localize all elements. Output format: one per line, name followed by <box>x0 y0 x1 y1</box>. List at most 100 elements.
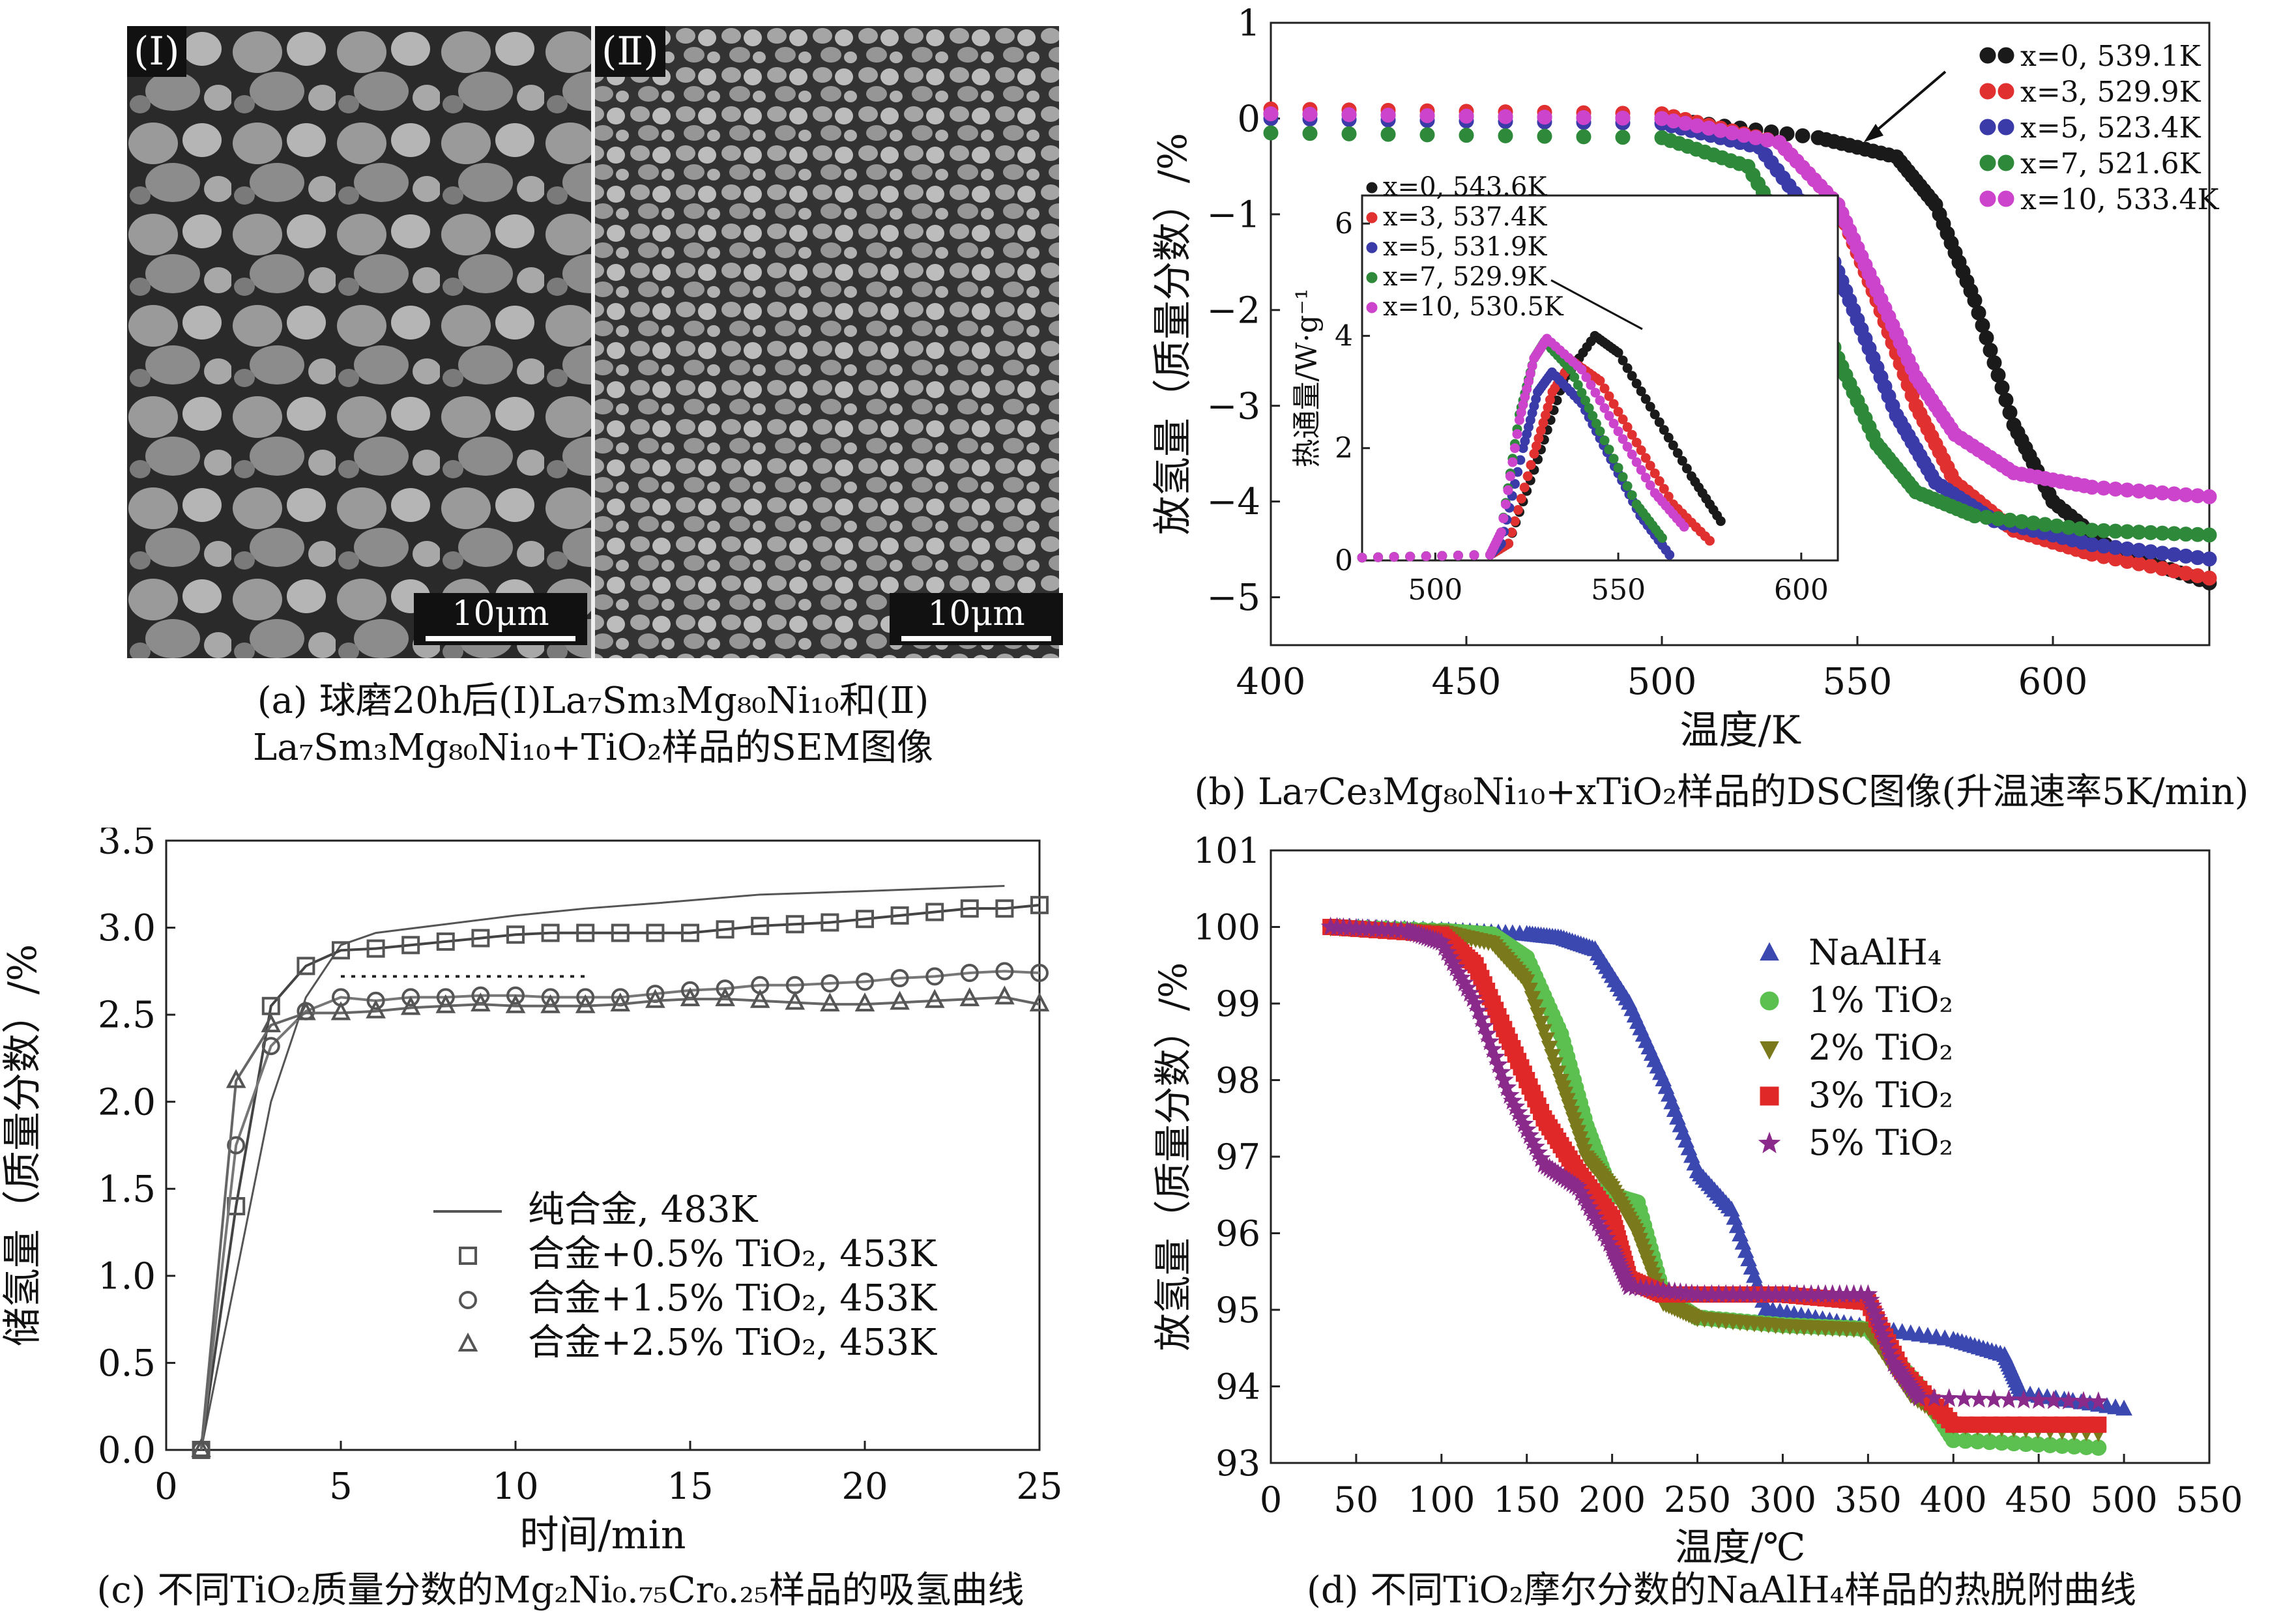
b-inset-point <box>1679 521 1689 532</box>
b-inset-point <box>1645 401 1655 412</box>
b-point <box>1615 130 1631 145</box>
d-point <box>1485 1047 1505 1066</box>
c-legend-label: 纯合金, 483K <box>528 1189 758 1231</box>
b-ytick-label: 0 <box>1237 98 1260 141</box>
b-xlabel: 温度/K <box>1679 708 1801 753</box>
b-legend: x=0, 539.1Kx=3, 529.9Kx=5, 523.4Kx=7, 52… <box>1979 40 2220 216</box>
b-legend-marker <box>1979 83 1996 100</box>
b-inset-point <box>1608 399 1619 409</box>
b-inset-point <box>1595 426 1605 437</box>
b-legend-label: x=3, 529.9K <box>2020 76 2202 109</box>
b-inset-point <box>1389 552 1399 562</box>
d-point <box>1497 1077 1517 1097</box>
c-point <box>576 923 595 942</box>
panel-a-sem: (Ⅰ) (Ⅱ) 10μm 10μm <box>127 26 1063 658</box>
d-point <box>1549 1065 1567 1082</box>
b-inset-point <box>1631 457 1642 467</box>
d-ytick-label: 95 <box>1215 1290 1260 1331</box>
b-point <box>1380 108 1396 123</box>
caption-b: (b) La₇Ce₃Mg₈₀Ni₁₀+xTiO₂样品的DSC图像(升温速率5K/… <box>1194 771 2249 813</box>
b-point <box>1419 108 1435 124</box>
b-inset-ytick-label: 6 <box>1335 207 1353 240</box>
b-inset-point <box>1586 380 1596 390</box>
b-ytick-label: −3 <box>1206 385 1260 427</box>
c-point <box>680 987 701 1007</box>
d-point <box>1477 1024 1497 1043</box>
b-point <box>1419 127 1435 143</box>
c-ytick-label: 3.0 <box>98 907 156 949</box>
b-inset-point <box>1618 414 1628 425</box>
d-ytick-label: 100 <box>1193 906 1260 947</box>
b-inset-point <box>1516 493 1526 504</box>
chart-b-dsc: 400 450 500 550 600 1 0 −1 −2 −3 −4 −5 温度/K 放氢量（质量分数）… <box>1150 3 2220 753</box>
b-inset-point <box>1649 468 1660 478</box>
b-inset-point <box>1631 437 1642 448</box>
b-point <box>1994 380 2010 396</box>
c-ytick-label: 1.0 <box>98 1255 156 1297</box>
b-inset-point <box>1405 551 1416 562</box>
d-ytick-label: 99 <box>1215 983 1260 1024</box>
c-ytick-label: 0.0 <box>98 1430 156 1472</box>
b-legend-marker <box>1979 190 1996 207</box>
c-ytick-label: 0.5 <box>98 1342 156 1385</box>
c-xtick-label: 20 <box>841 1466 888 1508</box>
d-point <box>2090 1416 2107 1433</box>
d-point <box>1471 1008 1491 1028</box>
b-xtick-label: 500 <box>1627 661 1697 703</box>
b-ytick-label: −5 <box>1206 577 1260 619</box>
b-ytick-label: −4 <box>1206 481 1260 523</box>
b-point <box>1998 392 2014 408</box>
d-point <box>1535 1024 1552 1040</box>
d-xtick-label: 100 <box>1408 1479 1475 1520</box>
c-ytick-label: 1.5 <box>98 1168 156 1211</box>
c-legend-label: 合金+2.5% TiO₂, 453K <box>528 1322 937 1364</box>
b-point <box>1979 330 1994 345</box>
b-inset-point <box>1645 461 1655 471</box>
b-inset-point <box>1636 386 1646 396</box>
b-inset-point <box>1498 513 1509 523</box>
b-legend-marker <box>1998 83 2014 100</box>
b-ytick-label: 1 <box>1237 3 1260 45</box>
c-point <box>681 923 699 942</box>
b-inset-legend-label: x=0, 543.6K <box>1383 172 1547 202</box>
c-ytick-label: 3.5 <box>98 828 156 863</box>
b-legend-label: x=7, 521.6K <box>2020 147 2202 181</box>
d-xtick-label: 250 <box>1664 1479 1731 1520</box>
d-point <box>1489 1054 1509 1073</box>
d-point <box>2115 1399 2132 1416</box>
b-inset-point <box>1636 445 1646 456</box>
b-inset-point <box>1599 435 1610 446</box>
c-point <box>749 989 770 1008</box>
d-ytick-label: 96 <box>1215 1213 1260 1254</box>
b-point <box>1459 128 1474 143</box>
d-point <box>1999 1389 2019 1408</box>
b-inset-point <box>1595 395 1605 405</box>
c-point <box>436 932 455 951</box>
caption-a-line1: (a) 球磨20h后(Ⅰ)La₇Sm₃Mg₈₀Ni₁₀和(Ⅱ) <box>257 680 929 722</box>
b-inset-point <box>1704 536 1715 546</box>
b-inset-point <box>1500 499 1511 510</box>
c-legend-marker <box>459 1291 477 1309</box>
b-point <box>1498 109 1513 124</box>
c-point <box>890 969 909 988</box>
d-point <box>2090 1439 2107 1456</box>
b-inset-xtick-label: 600 <box>1774 573 1829 607</box>
c-point <box>1029 992 1050 1012</box>
c-point <box>191 1438 211 1457</box>
b-inset-point <box>1590 388 1601 398</box>
b-legend-marker <box>1979 154 1996 171</box>
b-ylabel: 放氢量（质量分数）/% <box>1150 133 1196 535</box>
b-inset-point <box>1715 516 1726 527</box>
b-inset-point <box>1599 403 1610 413</box>
b-inset-point <box>1496 527 1506 538</box>
b-inset-point <box>1636 465 1646 475</box>
b-inset-legend: x=0, 543.6Kx=3, 537.4Kx=5, 531.9Kx=7, 52… <box>1366 172 1564 322</box>
d-point <box>1538 1032 1556 1049</box>
b-inset-point <box>1513 504 1523 515</box>
d-point <box>1524 991 1541 1007</box>
b-legend-label: x=5, 523.4K <box>2020 111 2202 145</box>
b-inset-point <box>1622 363 1633 373</box>
b-inset-point <box>1613 426 1623 437</box>
b-ytick-label: −2 <box>1206 289 1260 332</box>
c-point <box>890 906 909 925</box>
